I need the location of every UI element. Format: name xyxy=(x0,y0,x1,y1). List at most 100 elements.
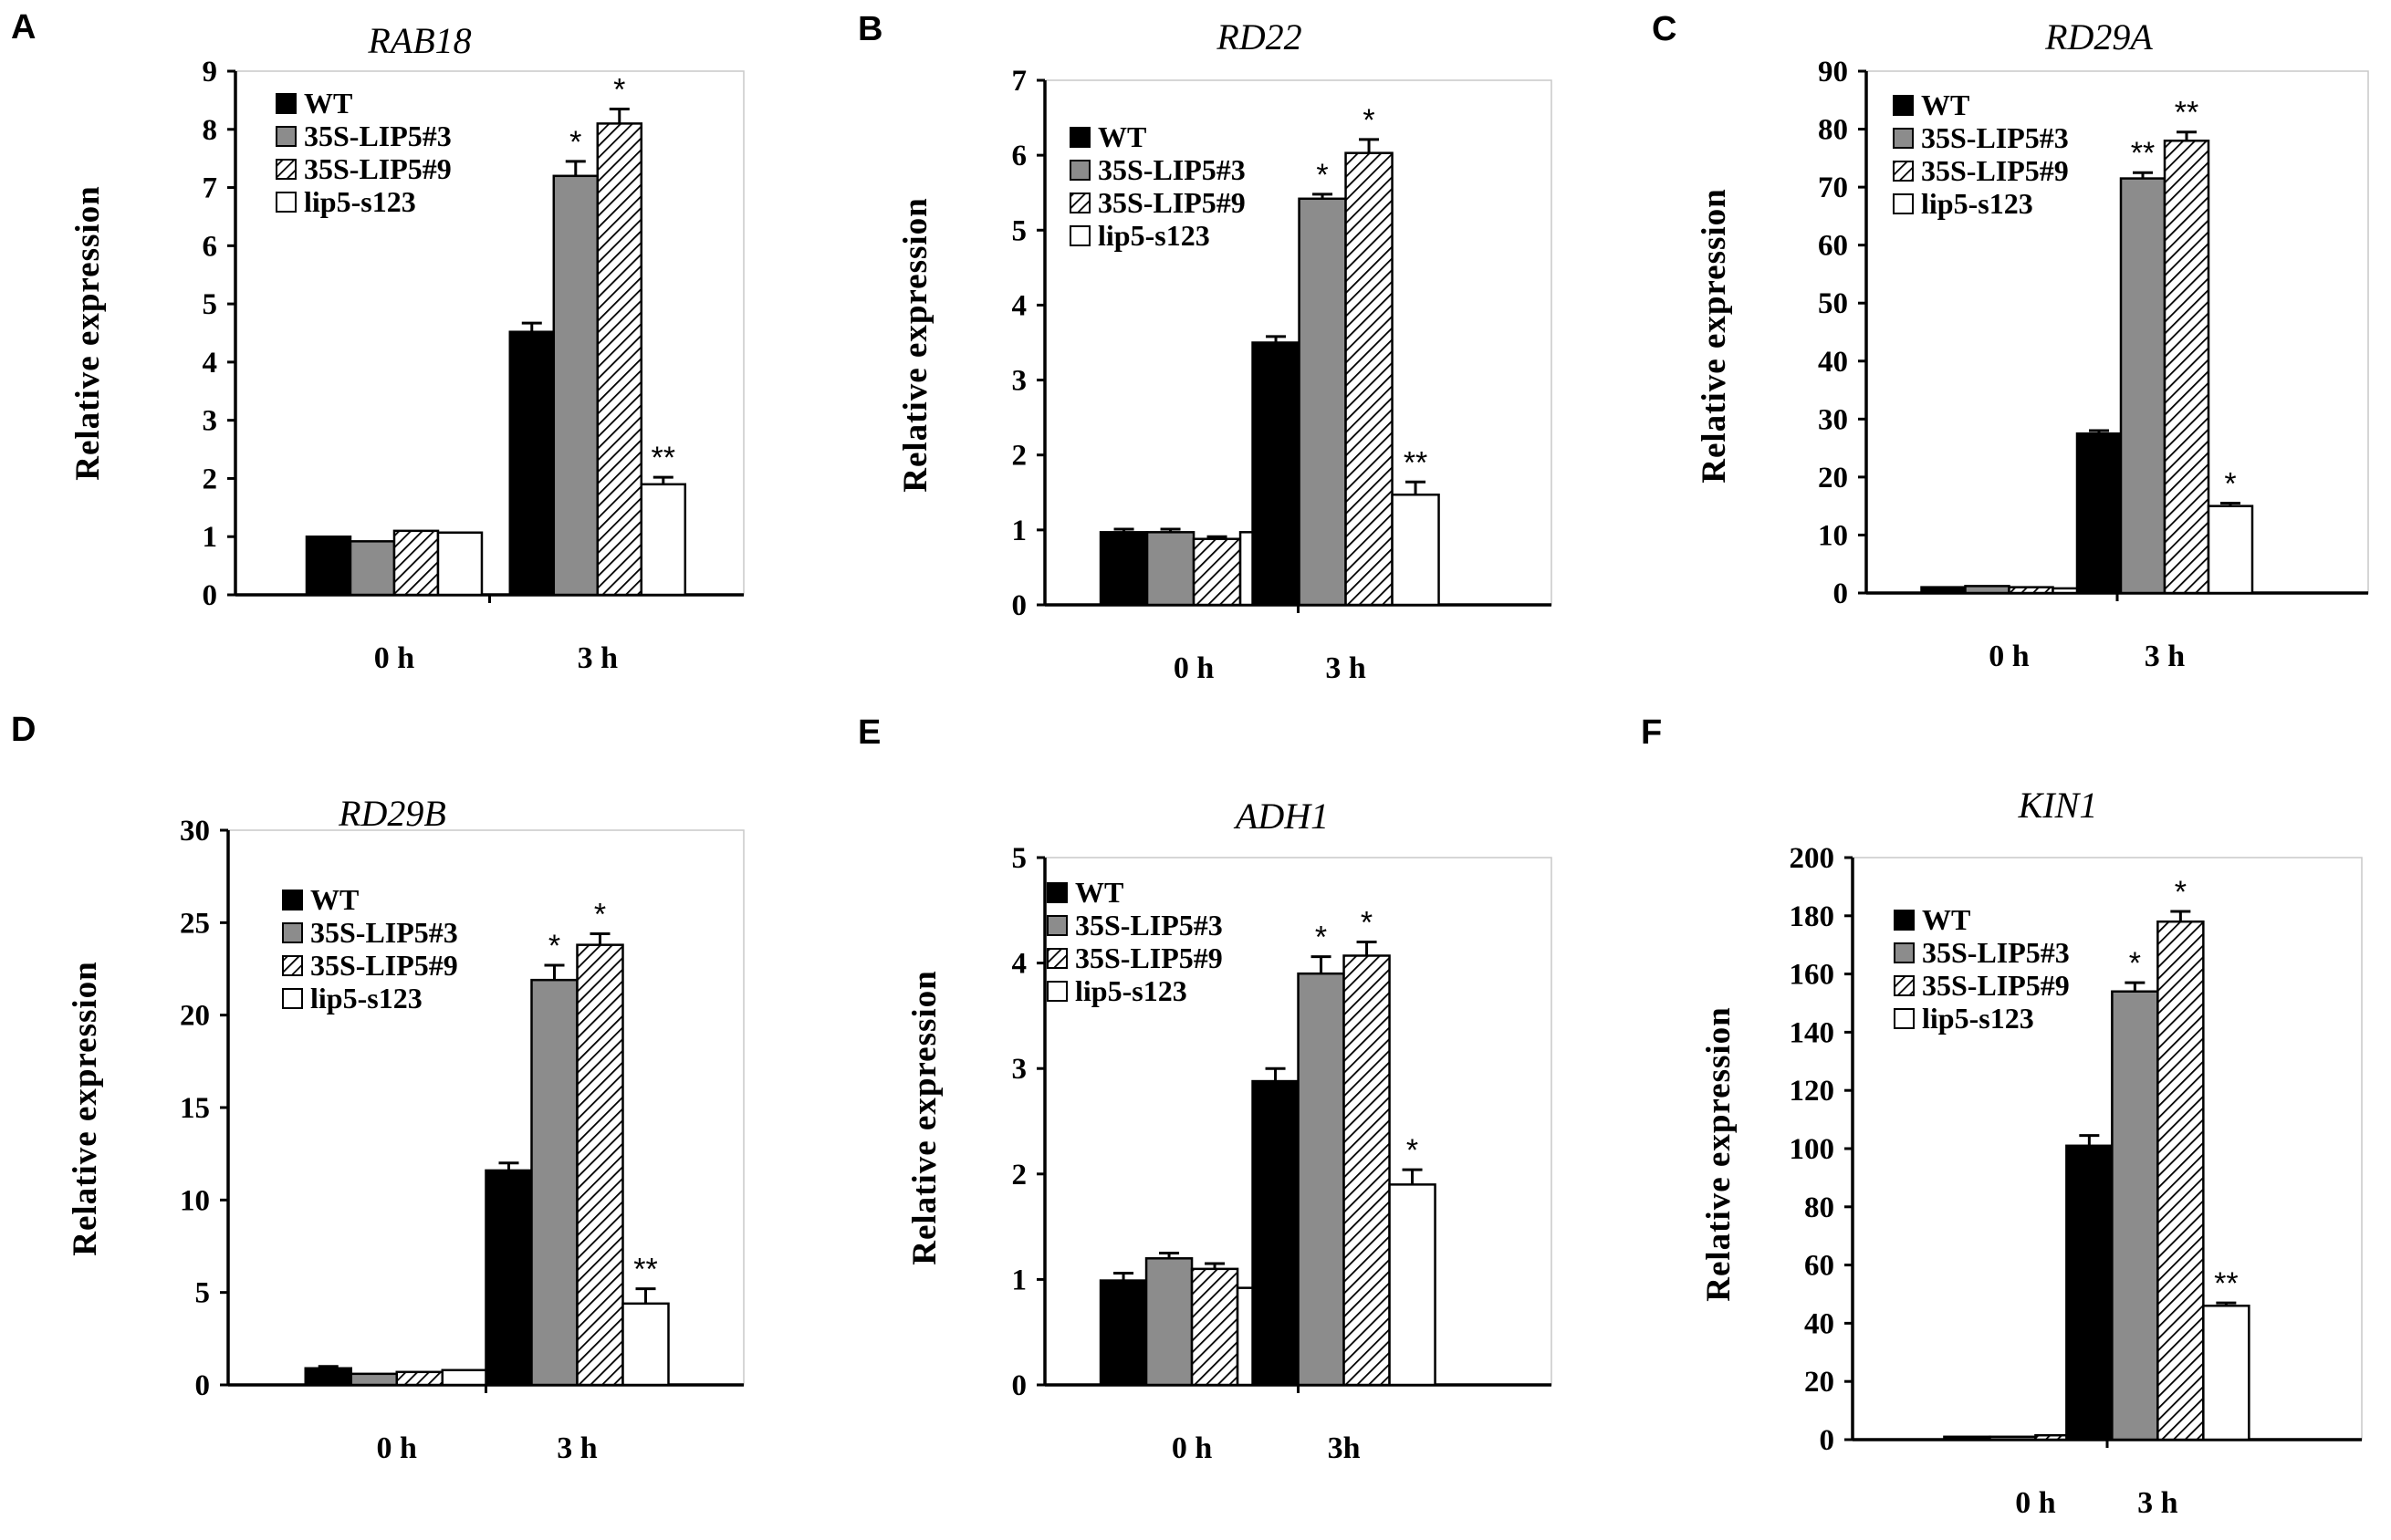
y-tick-label: 3 xyxy=(1012,365,1028,398)
significance-label: * xyxy=(2129,946,2141,981)
y-tick-label: 30 xyxy=(1818,403,1848,436)
y-tick-label: 8 xyxy=(203,114,218,147)
legend-swatch xyxy=(276,93,297,114)
bar-lip5-s123-0 xyxy=(441,1368,489,1387)
y-tick-label: 3 xyxy=(1012,1053,1028,1086)
x-category-label: 3 h xyxy=(557,1431,598,1465)
x-category-label: 3 h xyxy=(1325,651,1366,685)
legend-swatch xyxy=(1047,882,1068,903)
y-tick-label: 60 xyxy=(1818,230,1848,263)
significance-label: * xyxy=(548,929,560,963)
legend-label: lip5-s123 xyxy=(1075,974,1187,1007)
bar-WT-1 xyxy=(1251,1079,1300,1387)
significance-label: * xyxy=(569,125,581,160)
bar-35S-LIP5#3-0 xyxy=(349,540,396,597)
legend-label: 35S-LIP5#3 xyxy=(1922,936,2070,969)
legend-label: lip5-s123 xyxy=(1922,1002,2034,1035)
chart-panel-C: C RD29A Relative expression 0 10 20 30 40 50 60 70… xyxy=(1652,10,2369,673)
bar-35S-LIP5#9-0 xyxy=(1192,537,1242,607)
legend-label: WT xyxy=(304,87,352,120)
y-tick-label: 90 xyxy=(1818,56,1848,88)
significance-label: * xyxy=(1315,921,1327,955)
y-tick-label: 5 xyxy=(195,1277,211,1310)
legend-label: 35S-LIP5#3 xyxy=(1098,153,1246,186)
legend-swatch xyxy=(1893,128,1914,149)
bar-WT-0 xyxy=(1099,1279,1148,1387)
y-tick-label: 3 xyxy=(203,405,218,438)
y-tick-label: 180 xyxy=(1790,900,1835,933)
significance-label: * xyxy=(2224,466,2236,501)
y-tick-label: 10 xyxy=(180,1184,210,1217)
y-tick-label: 9 xyxy=(203,56,218,88)
legend-swatch xyxy=(1893,161,1914,182)
y-tick-label: 70 xyxy=(1818,172,1848,204)
bar-WT-1 xyxy=(2075,432,2123,595)
chart-panel-D: D RD29B Relative expression 0 5 10 15 20 25 30 0 h… xyxy=(11,711,745,1465)
legend-label: lip5-s123 xyxy=(1098,219,1210,252)
legend-swatch xyxy=(1070,225,1091,246)
bar-35S-LIP5#3-1 xyxy=(2111,990,2159,1441)
y-axis-title: Relative expression xyxy=(1696,188,1733,484)
legend-swatch xyxy=(1070,160,1091,181)
bar-35S-LIP5#3-0 xyxy=(1964,585,2010,595)
y-tick-label: 10 xyxy=(1818,519,1848,552)
bar-35S-LIP5#3-1 xyxy=(1298,197,1347,607)
y-tick-label: 0 xyxy=(195,1369,211,1402)
bar-35S-LIP5#3-0 xyxy=(350,1372,398,1387)
legend-label: WT xyxy=(1098,120,1146,153)
significance-label: ** xyxy=(2175,96,2198,130)
legend-label: WT xyxy=(310,883,359,916)
y-axis-title: Relative expression xyxy=(897,197,934,493)
bar-35S-LIP5#9-1 xyxy=(576,943,624,1387)
bar-35S-LIP5#9-1 xyxy=(2156,920,2205,1441)
bar-WT-1 xyxy=(2065,1144,2114,1441)
y-axis-title: Relative expression xyxy=(1700,1006,1738,1302)
bar-35S-LIP5#3-0 xyxy=(1145,531,1196,607)
bar-35S-LIP5#9-0 xyxy=(395,1370,444,1387)
chart-panel-E: E ADH1 Relative expression 0 1 2 3 4 5 0 h * * * 3h WT… xyxy=(858,713,1552,1465)
y-tick-label: 0 xyxy=(203,579,218,612)
legend-swatch xyxy=(1894,942,1915,963)
y-tick-label: 4 xyxy=(203,347,218,380)
y-axis-title: Relative expression xyxy=(906,970,944,1265)
x-category-label: 0 h xyxy=(2015,1486,2056,1520)
y-tick-label: 30 xyxy=(180,815,210,848)
x-category-label: 0 h xyxy=(1172,1431,1213,1465)
bar-35S-LIP5#9-0 xyxy=(392,529,440,597)
legend-swatch xyxy=(1894,1008,1915,1029)
panel-letter: A xyxy=(11,8,36,47)
legend-label: lip5-s123 xyxy=(1921,187,2033,220)
legend-label: 35S-LIP5#3 xyxy=(304,120,452,152)
bar-35S-LIP5#3-0 xyxy=(1144,1257,1194,1387)
y-tick-label: 7 xyxy=(1012,65,1028,98)
legend-label: 35S-LIP5#3 xyxy=(1921,121,2069,154)
significance-label: * xyxy=(613,72,625,107)
y-tick-label: 20 xyxy=(1818,462,1848,494)
bar-WT-1 xyxy=(485,1169,533,1387)
bar-35S-LIP5#3-1 xyxy=(2119,177,2167,595)
y-tick-label: 60 xyxy=(1804,1250,1834,1283)
panel-letter: F xyxy=(1641,713,1662,752)
y-axis-title: Relative expression xyxy=(69,185,107,481)
y-tick-label: 140 xyxy=(1790,1016,1835,1049)
bar-lip5-s123-1 xyxy=(1388,1183,1436,1387)
legend-swatch xyxy=(282,922,303,943)
y-tick-label: 1 xyxy=(1012,515,1028,547)
legend-swatch xyxy=(276,159,297,180)
bar-WT-0 xyxy=(1099,531,1149,607)
bar-lip5-s123-0 xyxy=(436,531,484,597)
x-category-label: 3 h xyxy=(2145,640,2186,673)
y-tick-label: 80 xyxy=(1818,114,1848,147)
legend-label: WT xyxy=(1075,876,1123,909)
y-tick-label: 100 xyxy=(1790,1133,1835,1166)
bar-WT-1 xyxy=(1251,341,1300,607)
bar-WT-1 xyxy=(508,330,556,597)
y-tick-label: 0 xyxy=(1820,1424,1835,1457)
bar-WT-0 xyxy=(1920,586,1967,595)
bar-lip5-s123-1 xyxy=(2202,1305,2250,1441)
